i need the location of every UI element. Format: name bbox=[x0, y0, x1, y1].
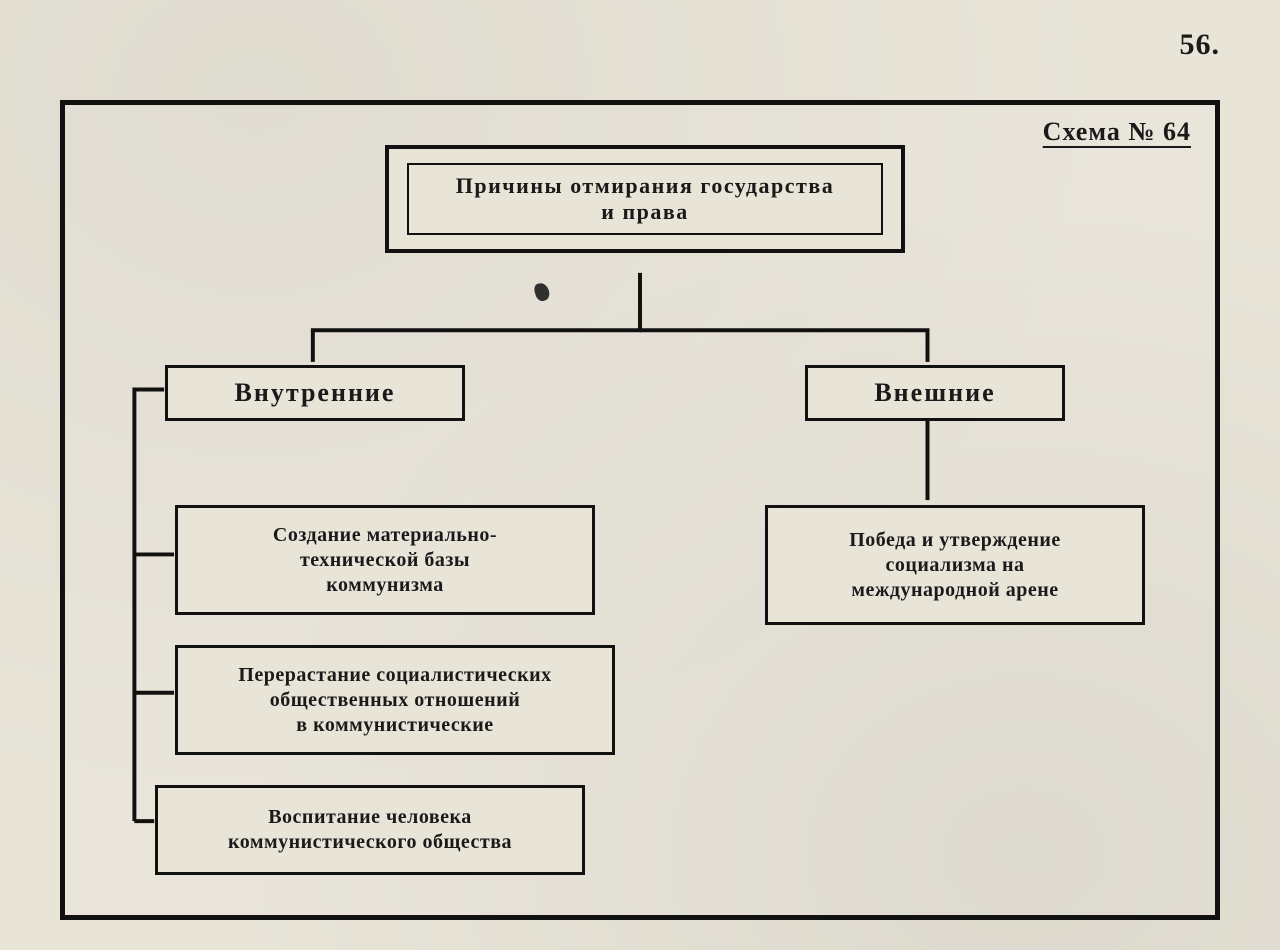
branch-internal: Внутренние bbox=[165, 365, 465, 421]
schema-label: Схема № 64 bbox=[1043, 117, 1191, 147]
title-box: Причины отмирания государства и права bbox=[385, 145, 905, 253]
leaf-internal-1: Создание материально-технической базыком… bbox=[175, 505, 595, 615]
branch-external: Внешние bbox=[805, 365, 1065, 421]
leaf-external-1: Победа и утверждениесоциализма намеждуна… bbox=[765, 505, 1145, 625]
title-inner-border: Причины отмирания государства и права bbox=[407, 163, 883, 235]
ink-smudge bbox=[533, 281, 551, 302]
title-line-1: Причины отмирания государства bbox=[415, 173, 875, 199]
title-line-2: и права bbox=[415, 199, 875, 225]
page-background: 56. Схема № 64 Причины отмирания государ… bbox=[0, 0, 1280, 950]
leaf-internal-2: Перерастание социалистическихобщественны… bbox=[175, 645, 615, 755]
diagram-frame: Схема № 64 Причины отмирания государства… bbox=[60, 100, 1220, 920]
page-number: 56. bbox=[1180, 28, 1221, 62]
leaf-internal-3: Воспитание человекакоммунистического общ… bbox=[155, 785, 585, 875]
